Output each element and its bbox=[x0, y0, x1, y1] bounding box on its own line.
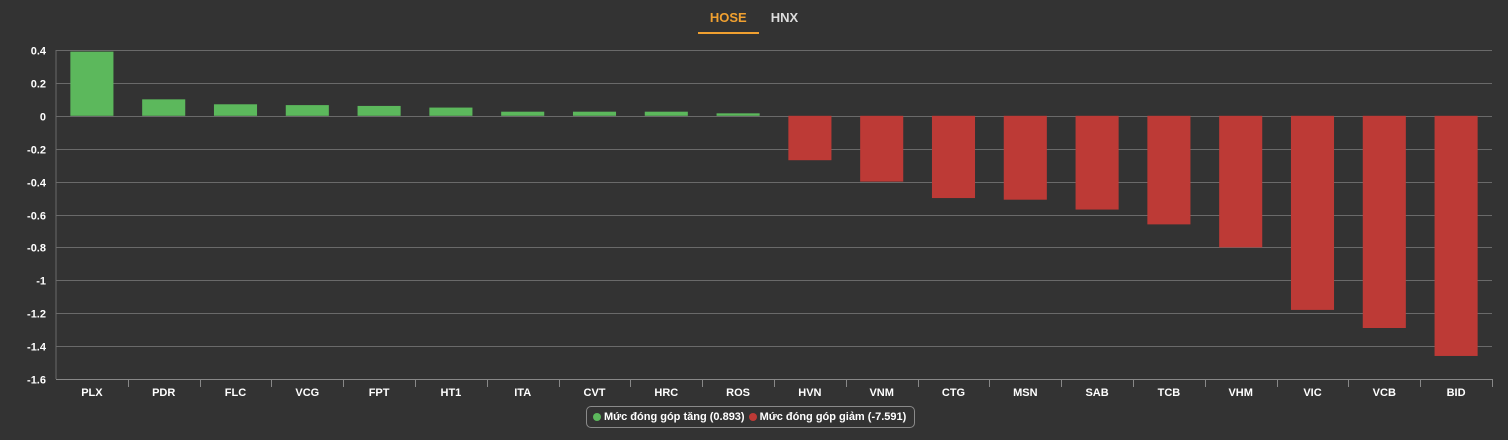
bar-hvn[interactable] bbox=[788, 115, 832, 161]
grid-lines bbox=[55, 50, 1492, 380]
bar-flc[interactable] bbox=[213, 104, 258, 116]
bar-fpt[interactable] bbox=[357, 105, 401, 116]
legend-negative-value: (-7.591) bbox=[867, 411, 907, 423]
x-tick-label-ros: ROS bbox=[726, 387, 750, 399]
legend-dot-negative-icon bbox=[748, 413, 757, 421]
legend-dot-positive-icon bbox=[593, 413, 601, 421]
y-tick-label: 0.2 bbox=[31, 79, 46, 91]
y-tick-label: -0.4 bbox=[27, 178, 47, 190]
y-tick-label: -0.2 bbox=[27, 145, 46, 157]
bar-vcg[interactable] bbox=[285, 105, 329, 116]
x-tick-label-flc: FLC bbox=[225, 387, 246, 399]
x-tick-label-ht1: HT1 bbox=[441, 387, 462, 399]
bar-ita[interactable] bbox=[501, 111, 545, 116]
y-tick-label: -1.6 bbox=[27, 375, 46, 387]
y-tick-label: 0.4 bbox=[31, 46, 47, 58]
x-tick-label-vic: VIC bbox=[1303, 387, 1321, 399]
bar-cvt[interactable] bbox=[572, 111, 617, 116]
legend-positive-value: (0.893) bbox=[709, 411, 745, 423]
x-tick-label-vcb: VCB bbox=[1373, 387, 1396, 399]
x-tick-label-pdr: PDR bbox=[152, 387, 175, 399]
legend-item-negative[interactable]: Mức đóng góp giảm (-7.591) bbox=[748, 411, 907, 423]
y-tick-label: -1.4 bbox=[27, 342, 47, 354]
x-axis-ticks: PLX PDR FLC VCG FPT HT1 ITA CVT HRC ROS HVN VNM CTG M… bbox=[81, 379, 1493, 399]
y-tick-label: -1.2 bbox=[27, 309, 46, 321]
bar-msn[interactable] bbox=[1003, 115, 1047, 200]
x-tick-label-fpt: FPT bbox=[369, 387, 390, 399]
bar-vnm[interactable] bbox=[860, 115, 904, 182]
bar-ctg[interactable] bbox=[931, 115, 976, 199]
x-tick-label-bid: BID bbox=[1447, 387, 1466, 399]
bar-bid[interactable] bbox=[1434, 115, 1478, 356]
x-tick-label-hrc: HRC bbox=[654, 387, 678, 399]
legend-item-positive[interactable]: Mức đóng góp tăng (0.893) bbox=[593, 411, 745, 423]
bar-ros[interactable] bbox=[716, 113, 760, 116]
bar-plx[interactable] bbox=[70, 51, 114, 116]
y-tick-label: -0.8 bbox=[27, 243, 46, 255]
y-tick-label: 0 bbox=[40, 112, 46, 124]
chart-legend: Mức đóng góp tăng (0.893) Mức đóng góp g… bbox=[586, 406, 916, 428]
x-tick-label-ita: ITA bbox=[514, 387, 531, 399]
exchange-tabs: HOSE HNX bbox=[0, 0, 1508, 36]
bar-vic[interactable] bbox=[1290, 115, 1335, 310]
x-tick-label-msn: MSN bbox=[1013, 387, 1038, 399]
x-tick-label-hvn: HVN bbox=[798, 387, 821, 399]
y-tick-label: -0.6 bbox=[27, 211, 46, 223]
bar-sab[interactable] bbox=[1075, 115, 1119, 210]
legend-positive-label: Mức đóng góp tăng bbox=[604, 411, 707, 423]
x-tick-label-vcg: VCG bbox=[295, 387, 319, 399]
bar-pdr[interactable] bbox=[142, 99, 186, 116]
y-axis-ticks: 0.4 0.2 0 -0.2 -0.4 -0.6 -0.8 -1 -1.2 -1.4 -1.6 bbox=[27, 46, 47, 387]
x-tick-label-cvt: CVT bbox=[584, 387, 606, 399]
bar-ht1[interactable] bbox=[429, 107, 473, 116]
x-tick-label-tcb: TCB bbox=[1158, 387, 1181, 399]
x-tick-label-vnm: VNM bbox=[869, 387, 893, 399]
bar-vhm[interactable] bbox=[1219, 115, 1263, 248]
bar-vcb[interactable] bbox=[1362, 115, 1406, 329]
x-tick-label-vhm: VHM bbox=[1228, 387, 1252, 399]
bar-hrc[interactable] bbox=[644, 111, 688, 116]
y-tick-label: -1 bbox=[36, 276, 46, 288]
tab-hose[interactable]: HOSE bbox=[697, 0, 759, 34]
x-tick-label-plx: PLX bbox=[81, 387, 103, 399]
bar-tcb[interactable] bbox=[1147, 115, 1191, 225]
x-tick-label-sab: SAB bbox=[1085, 387, 1108, 399]
bars bbox=[70, 51, 1478, 356]
tab-hnx[interactable]: HNX bbox=[770, 10, 799, 25]
legend-negative-label: Mức đóng góp giảm bbox=[759, 411, 865, 423]
x-tick-label-ctg: CTG bbox=[942, 387, 965, 399]
